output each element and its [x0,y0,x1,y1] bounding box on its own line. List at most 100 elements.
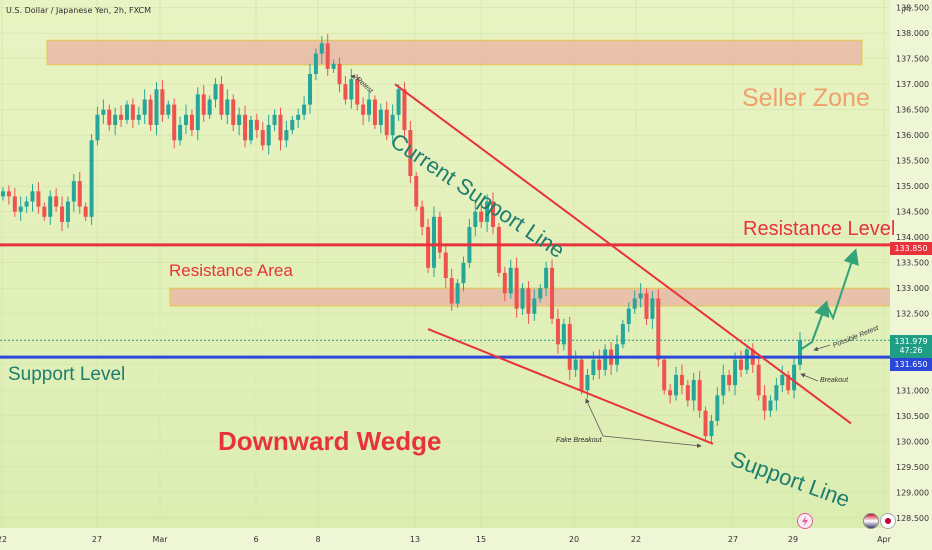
candle-body [89,140,94,217]
candle-body [721,374,726,396]
candle-body [786,374,791,391]
candle-body [455,283,460,304]
candle-body [166,104,171,115]
y-tick-label: 130.500 [896,412,929,421]
candle-body [426,227,431,268]
candle-body [384,109,389,136]
candle-body [573,359,578,370]
candle-body [538,288,543,299]
grid [0,0,890,528]
candle-body [626,308,631,324]
y-tick-label: 138.000 [896,29,929,38]
candle-body [6,191,11,197]
candle-body [697,380,702,411]
resistance-price-tag: 133.850 [890,242,932,255]
candle-body [520,288,525,309]
candle-body [184,114,189,125]
candle-body [603,349,608,370]
x-tick-label: 20 [569,535,579,544]
candle-body [526,288,531,314]
y-tick-label: 137.500 [896,55,929,64]
price-axis[interactable]: 138.500 138.000 137.500 137.000 136.500 136.0… [890,0,932,550]
candle-body [485,201,490,222]
candle-body [420,206,425,228]
candle-body [367,99,372,115]
projected-first-leg-arrow [811,300,830,343]
candle-body [496,227,501,273]
candle-body [201,94,206,115]
time-axis[interactable]: 22 27 Mar 6 8 13 15 20 22 27 29 Apr [0,528,932,550]
bar-countdown: 47:26 [899,346,923,355]
lightning-icon[interactable] [797,513,813,529]
candle-body [54,196,59,207]
candle-body [119,114,124,120]
candle-body [691,380,696,401]
candle-body [130,104,135,120]
y-tick-label: 128.500 [896,514,929,523]
candle-body [473,211,478,228]
candle-body [148,99,153,125]
candle-body [195,94,200,131]
resistance-level-label: Resistance Level [743,218,896,240]
candle-body [638,293,643,299]
candle-body [231,99,236,125]
candle-body [337,63,342,85]
candle-body [502,272,507,294]
candle-body [160,89,165,115]
candle-body [178,124,183,141]
resistance-area-label: Resistance Area [169,261,293,280]
y-tick-label: 131.000 [896,386,929,395]
candle-body [550,267,555,319]
current-price-tag: 131.979 47:26 [890,335,932,359]
breakout-label: Breakout [820,377,849,384]
candle-body [83,206,88,217]
candle-body [36,191,41,207]
us-flag-icon[interactable] [863,513,879,529]
time-axis-background [0,528,932,550]
candle-body [12,196,17,212]
y-tick-label: 132.500 [896,310,929,319]
candle-body [219,84,224,115]
symbol-title: U.S. Dollar / Japanese Yen, 2h, FXCM [6,6,152,15]
fake-breakout-pointer [602,435,702,448]
candle-body [762,395,767,411]
candle-body [597,359,602,370]
candle-body [579,359,584,391]
candle-body [679,374,684,386]
candle-body [715,395,720,421]
candle-body [402,89,407,131]
candle-body [124,104,129,120]
candle-body [408,130,413,176]
candle-body [207,99,212,115]
candle-body [620,323,625,345]
candle-body [662,359,667,391]
support-level-label: Support Level [8,364,126,385]
candle-body [325,43,330,69]
candle-body [319,43,324,54]
y-tick-label: 135.500 [896,157,929,166]
price-axis-background [890,0,932,550]
candle-body [272,114,277,125]
candle-body [585,374,590,391]
candle-body [738,359,743,370]
candle-body [243,114,248,141]
candle-body [479,211,484,222]
japan-flag-icon[interactable] [880,513,896,529]
candle-body [278,114,283,141]
candle-body [414,176,419,207]
candle-body [756,364,761,396]
candle-body [449,278,454,304]
candle-body [313,53,318,74]
candle-body [650,298,655,319]
zone-1 [46,39,863,66]
candle-body [703,410,708,437]
candle-body [48,196,53,217]
retest-pointer [350,74,361,80]
candle-body [733,359,738,386]
candle-body [372,99,377,125]
x-tick-label: Mar [152,535,168,544]
zones [46,39,893,307]
candle-body [331,63,336,69]
